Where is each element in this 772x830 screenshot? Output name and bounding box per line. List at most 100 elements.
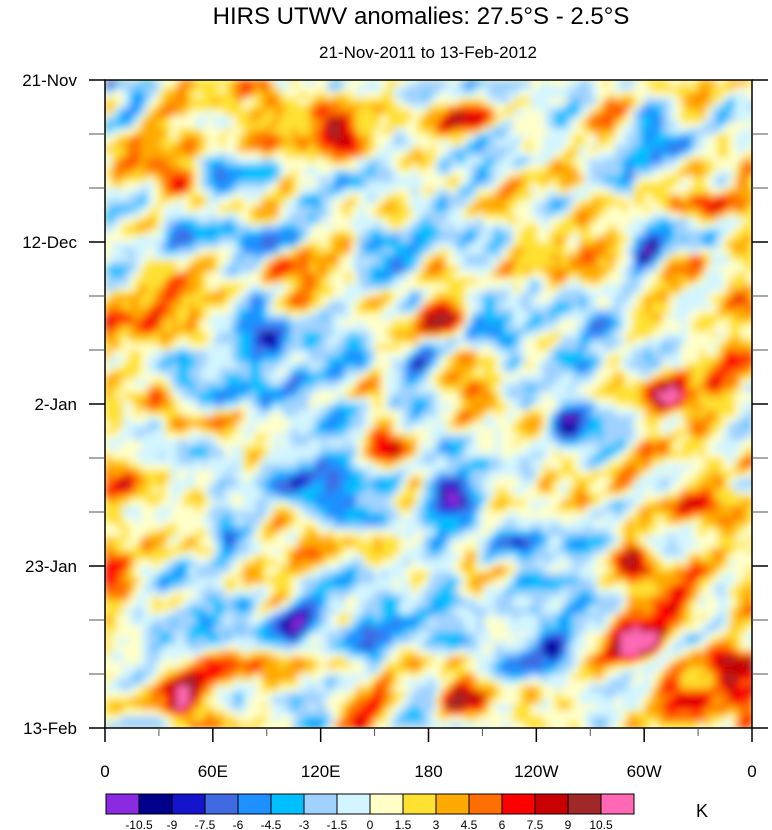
field-cell	[159, 296, 166, 303]
field-cell	[177, 356, 184, 363]
field-cell	[495, 296, 502, 303]
field-cell	[147, 146, 154, 153]
field-cell	[561, 116, 568, 123]
field-cell	[375, 188, 382, 195]
field-cell	[663, 338, 670, 345]
field-cell	[369, 98, 376, 105]
field-cell	[597, 308, 604, 315]
field-cell	[333, 206, 340, 213]
field-cell	[315, 206, 322, 213]
field-cell	[195, 260, 202, 267]
field-cell	[453, 326, 460, 333]
field-cell	[141, 290, 148, 297]
field-cell	[381, 200, 388, 207]
field-cell	[135, 194, 142, 201]
field-cell	[429, 200, 436, 207]
field-cell	[225, 266, 232, 273]
field-cell	[219, 134, 226, 141]
field-cell	[543, 230, 550, 237]
field-cell	[579, 98, 586, 105]
field-cell	[507, 182, 514, 189]
field-cell	[291, 242, 298, 249]
field-cell	[201, 164, 208, 171]
field-cell	[495, 230, 502, 237]
field-cell	[633, 296, 640, 303]
field-cell	[129, 320, 136, 327]
field-cell	[351, 290, 358, 297]
field-cell	[417, 236, 424, 243]
field-cell	[603, 188, 610, 195]
field-cell	[171, 86, 178, 93]
field-cell	[261, 92, 268, 99]
field-cell	[345, 320, 352, 327]
field-cell	[381, 140, 388, 147]
field-cell	[243, 290, 250, 297]
field-cell	[741, 188, 748, 195]
field-cell	[549, 242, 556, 249]
field-cell	[693, 230, 700, 237]
field-cell	[609, 290, 616, 297]
field-cell	[225, 290, 232, 297]
field-cell	[741, 326, 748, 333]
field-cell	[561, 122, 568, 129]
field-cell	[429, 194, 436, 201]
field-cell	[153, 164, 160, 171]
field-cell	[189, 110, 196, 117]
field-cell	[219, 260, 226, 267]
field-cell	[459, 284, 466, 291]
field-cell	[567, 86, 574, 93]
field-cell	[381, 332, 388, 339]
field-cell	[399, 176, 406, 183]
field-cell	[297, 326, 304, 333]
field-cell	[561, 194, 568, 201]
field-cell	[711, 128, 718, 135]
field-cell	[297, 104, 304, 111]
field-cell	[465, 308, 472, 315]
field-cell	[411, 332, 418, 339]
field-cell	[591, 254, 598, 261]
field-cell	[705, 158, 712, 165]
field-cell	[291, 164, 298, 171]
field-cell	[273, 260, 280, 267]
field-cell	[261, 200, 268, 207]
field-cell	[579, 194, 586, 201]
field-cell	[435, 326, 442, 333]
field-cell	[105, 152, 112, 159]
field-cell	[705, 350, 712, 357]
field-cell	[357, 326, 364, 333]
field-cell	[531, 212, 538, 219]
field-cell	[507, 206, 514, 213]
field-cell	[315, 260, 322, 267]
field-cell	[327, 260, 334, 267]
field-cell	[531, 290, 538, 297]
field-cell	[543, 260, 550, 267]
field-cell	[345, 344, 352, 351]
field-cell	[711, 140, 718, 147]
field-cell	[579, 104, 586, 111]
field-cell	[447, 332, 454, 339]
field-cell	[597, 326, 604, 333]
field-cell	[513, 188, 520, 195]
field-cell	[117, 158, 124, 165]
field-cell	[747, 140, 752, 147]
field-cell	[513, 224, 520, 231]
field-cell	[633, 224, 640, 231]
field-cell	[693, 92, 700, 99]
field-cell	[621, 278, 628, 285]
field-cell	[597, 350, 604, 357]
field-cell	[321, 128, 328, 135]
field-cell	[417, 218, 424, 225]
field-cell	[645, 308, 652, 315]
field-cell	[111, 188, 118, 195]
field-cell	[495, 80, 502, 87]
field-cell	[495, 284, 502, 291]
field-cell	[663, 260, 670, 267]
field-cell	[207, 266, 214, 273]
field-cell	[105, 332, 112, 339]
field-cell	[303, 314, 310, 321]
field-cell	[735, 332, 742, 339]
field-cell	[687, 302, 694, 309]
field-cell	[495, 242, 502, 249]
field-cell	[177, 146, 184, 153]
field-cell	[465, 326, 472, 333]
